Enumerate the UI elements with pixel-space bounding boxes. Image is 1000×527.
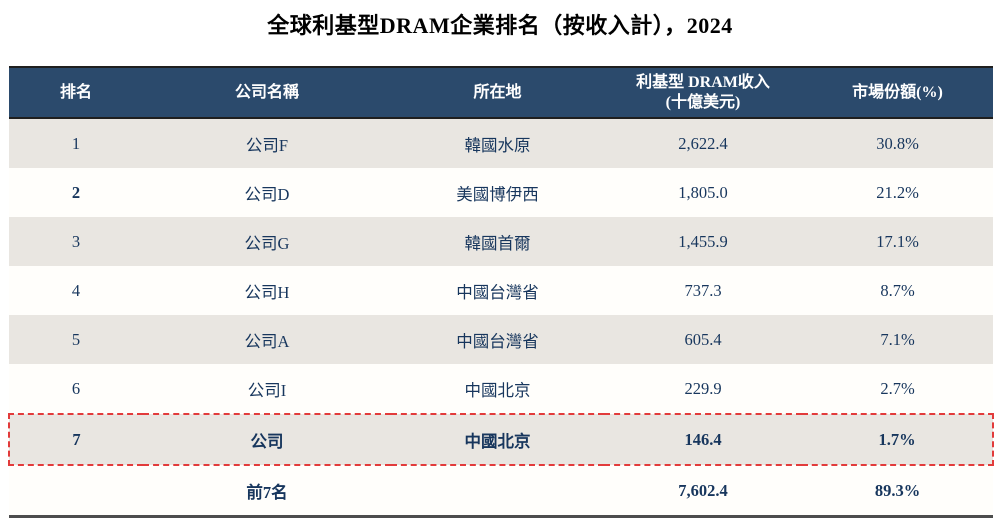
cell-share: 2.7% [802, 364, 993, 414]
cell-revenue: 605.4 [604, 315, 802, 364]
cell-company: 公司F [143, 118, 391, 168]
cell-company: 公司H [143, 266, 391, 315]
col-header-revenue: 利基型 DRAM收入 (十億美元) [604, 66, 802, 119]
table-row: 1 公司F 韓國水原 2,622.4 30.8% [9, 118, 993, 168]
cell-rank: 6 [9, 364, 143, 414]
cell-rank: 3 [9, 217, 143, 266]
col-header-location: 所在地 [391, 66, 604, 119]
col-header-rank: 排名 [9, 66, 143, 119]
table-header: 排名 公司名稱 所在地 利基型 DRAM收入 (十億美元) 市場份額(%) [9, 66, 993, 119]
cell-rank: 5 [9, 315, 143, 364]
cell-company: 公司A [143, 315, 391, 364]
cell-share: 89.3% [802, 465, 993, 518]
cell-location: 中國北京 [391, 413, 604, 466]
cell-company: 公司 [143, 413, 391, 466]
cell-company: 公司I [143, 364, 391, 414]
cell-company: 公司D [143, 168, 391, 217]
table-row: 3 公司G 韓國首爾 1,455.9 17.1% [9, 217, 993, 266]
table-row-highlighted: 7 公司 中國北京 146.4 1.7% [8, 413, 994, 466]
cell-revenue: 737.3 [604, 266, 802, 315]
cell-revenue: 2,622.4 [604, 118, 802, 168]
col-header-revenue-line2: (十億美元) [665, 93, 741, 111]
cell-share: 30.8% [802, 118, 993, 168]
col-header-revenue-line1: 利基型 DRAM收入 [636, 73, 770, 91]
cell-location: 美國博伊西 [391, 168, 604, 217]
cell-revenue: 7,602.4 [604, 465, 802, 518]
cell-revenue: 229.9 [604, 364, 802, 414]
table-body: 1 公司F 韓國水原 2,622.4 30.8% 2 公司D 美國博伊西 1,805.0 21.2… [8, 118, 994, 518]
cell-rank [9, 465, 143, 518]
cell-location: 韓國首爾 [391, 217, 604, 266]
cell-share: 21.2% [802, 168, 993, 217]
table-total-row: 前7名 7,602.4 89.3% [9, 465, 993, 518]
cell-rank: 2 [9, 168, 143, 217]
table-header-row: 排名 公司名稱 所在地 利基型 DRAM收入 (十億美元) 市場份額(%) [9, 66, 993, 119]
cell-share: 1.7% [802, 413, 994, 466]
cell-share: 7.1% [802, 315, 993, 364]
cell-location: 中國台灣省 [391, 266, 604, 315]
cell-company: 前7名 [143, 465, 391, 518]
cell-location: 中國台灣省 [391, 315, 604, 364]
cell-revenue: 1,455.9 [604, 217, 802, 266]
table-row: 2 公司D 美國博伊西 1,805.0 21.2% [9, 168, 993, 217]
cell-share: 8.7% [802, 266, 993, 315]
cell-share: 17.1% [802, 217, 993, 266]
cell-rank: 7 [8, 413, 143, 466]
cell-location: 中國北京 [391, 364, 604, 414]
table-row: 4 公司H 中國台灣省 737.3 8.7% [9, 266, 993, 315]
cell-location [391, 465, 604, 518]
col-header-company: 公司名稱 [143, 66, 391, 119]
cell-revenue: 1,805.0 [604, 168, 802, 217]
table-row: 5 公司A 中國台灣省 605.4 7.1% [9, 315, 993, 364]
table-row: 6 公司I 中國北京 229.9 2.7% [9, 364, 993, 414]
cell-revenue: 146.4 [604, 413, 802, 466]
cell-company: 公司G [143, 217, 391, 266]
cell-rank: 1 [9, 118, 143, 168]
cell-rank: 4 [9, 266, 143, 315]
page-title: 全球利基型DRAM企業排名（按收入計），2024 [267, 13, 733, 38]
cell-location: 韓國水原 [391, 118, 604, 168]
col-header-share: 市場份額(%) [802, 66, 993, 119]
